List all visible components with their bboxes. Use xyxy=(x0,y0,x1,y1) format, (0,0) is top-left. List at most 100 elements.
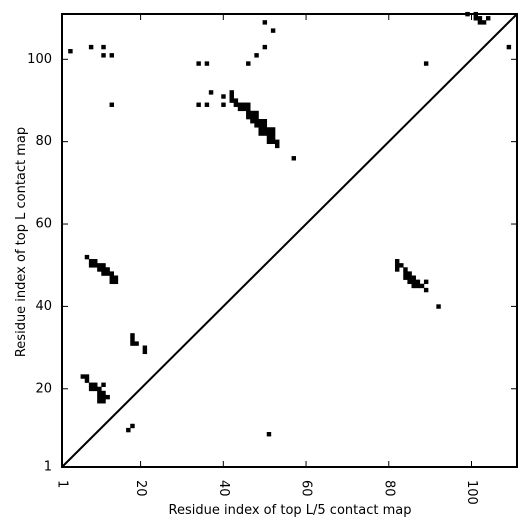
contact-point-top-l xyxy=(258,131,263,136)
contact-point-top-l5 xyxy=(80,374,86,379)
contact-point-top-l xyxy=(241,102,247,107)
y-tick-label: 1 xyxy=(44,460,52,475)
contact-point-top-l xyxy=(275,139,280,145)
contact-point-top-l5 xyxy=(88,263,94,268)
contact-point-top-l xyxy=(246,110,251,116)
contact-point-top-l5 xyxy=(394,267,400,272)
contact-point-top-l5 xyxy=(93,382,98,387)
contact-point-top-l xyxy=(237,102,243,107)
contact-point-top-l5 xyxy=(134,341,139,346)
contact-point-top-l xyxy=(258,123,263,128)
contact-point-top-l5 xyxy=(97,390,102,396)
contact-point-top-l xyxy=(221,102,226,107)
x-tick-label: 80 xyxy=(381,480,396,497)
contact-point-top-l5 xyxy=(394,259,400,264)
contact-point-top-l5 xyxy=(394,263,400,268)
y-tick-labels: 1 20 40 60 80 100 xyxy=(27,52,52,475)
contact-point-top-l5 xyxy=(97,263,102,268)
contact-point-top-l5 xyxy=(423,287,429,293)
contact-point-top-l xyxy=(506,44,512,50)
contact-point-top-l xyxy=(423,61,429,66)
contact-point-top-l xyxy=(101,53,106,58)
contact-point-top-l xyxy=(246,106,251,112)
contact-point-top-l xyxy=(196,61,201,66)
contact-point-top-l5 xyxy=(105,394,110,400)
y-tick-label: 100 xyxy=(27,52,52,67)
contact-point-top-l5 xyxy=(109,271,115,276)
contact-point-top-l5 xyxy=(113,279,119,285)
contact-point-top-l5 xyxy=(130,337,135,342)
contact-point-top-l xyxy=(241,106,247,112)
contact-point-top-l xyxy=(266,131,272,136)
contact-point-top-l xyxy=(233,102,239,107)
contact-point-top-l xyxy=(254,119,259,124)
contact-point-top-l5 xyxy=(97,394,102,400)
contact-point-top-l5 xyxy=(93,259,98,264)
contact-point-top-l xyxy=(477,20,483,25)
contact-point-top-l5 xyxy=(130,423,135,429)
contact-point-top-l5 xyxy=(266,432,272,437)
contact-point-top-l xyxy=(88,44,94,50)
y-tick-label: 60 xyxy=(35,217,52,232)
contact-point-top-l5 xyxy=(130,341,135,346)
contact-point-top-l xyxy=(204,102,210,107)
x-tick-label: 60 xyxy=(299,480,314,497)
contact-point-top-l xyxy=(258,119,263,124)
contact-point-top-l xyxy=(262,20,268,25)
contact-point-top-l xyxy=(473,16,479,21)
contact-point-top-l5 xyxy=(113,275,119,280)
contact-points xyxy=(68,11,512,437)
y-tick-label: 40 xyxy=(35,299,52,314)
contact-point-top-l5 xyxy=(101,390,106,396)
x-tick-label: 20 xyxy=(133,480,148,497)
contact-point-top-l xyxy=(250,114,255,120)
contact-point-top-l5 xyxy=(101,263,106,268)
contact-point-top-l xyxy=(208,90,214,95)
contact-point-top-l xyxy=(196,102,201,107)
contact-point-top-l xyxy=(262,44,268,50)
contact-point-top-l5 xyxy=(101,267,106,272)
contact-point-top-l5 xyxy=(84,378,90,383)
contact-point-top-l5 xyxy=(419,283,425,289)
contact-point-top-l5 xyxy=(101,399,106,404)
contact-point-top-l xyxy=(229,94,234,99)
contact-point-top-l5 xyxy=(411,275,416,280)
contact-point-top-l5 xyxy=(97,267,102,272)
contact-point-top-l5 xyxy=(415,283,421,289)
contact-point-top-l xyxy=(109,53,115,58)
contact-point-top-l xyxy=(262,127,268,132)
contact-point-top-l5 xyxy=(126,427,131,433)
plot-frame xyxy=(61,13,518,468)
contact-point-top-l xyxy=(254,123,259,128)
contact-point-top-l xyxy=(262,123,268,128)
contact-point-top-l5 xyxy=(105,271,110,276)
x-tick-labels: 1 20 40 60 80 100 xyxy=(55,480,480,505)
contact-point-top-l xyxy=(275,143,280,149)
contact-point-top-l xyxy=(270,131,276,136)
contact-point-top-l xyxy=(270,139,276,145)
contact-point-top-l5 xyxy=(411,279,416,285)
y-tick-label: 80 xyxy=(35,134,52,149)
contact-point-top-l xyxy=(233,98,239,103)
contact-point-top-l5 xyxy=(109,279,115,285)
contact-point-top-l5 xyxy=(88,259,94,264)
contact-point-top-l xyxy=(262,119,268,124)
contact-point-top-l xyxy=(221,94,226,99)
contact-point-top-l5 xyxy=(142,349,148,355)
contact-point-top-l xyxy=(229,98,234,103)
contact-point-top-l xyxy=(254,110,259,116)
contact-point-top-l5 xyxy=(415,279,421,285)
contact-point-top-l5 xyxy=(407,275,412,280)
contact-point-top-l xyxy=(246,114,251,120)
x-tick-label: 40 xyxy=(216,480,231,497)
y-tick-label: 20 xyxy=(35,381,52,396)
contact-point-top-l5 xyxy=(93,263,98,268)
contact-point-top-l5 xyxy=(423,279,429,285)
contact-point-top-l xyxy=(262,131,268,136)
contact-point-top-l xyxy=(246,61,251,66)
contact-point-top-l xyxy=(477,16,483,21)
contact-point-top-l5 xyxy=(436,304,441,309)
x-axis-label: Residue index of top L/5 contact map xyxy=(169,503,412,518)
contact-point-top-l xyxy=(246,102,251,107)
contact-point-top-l5 xyxy=(399,263,404,268)
